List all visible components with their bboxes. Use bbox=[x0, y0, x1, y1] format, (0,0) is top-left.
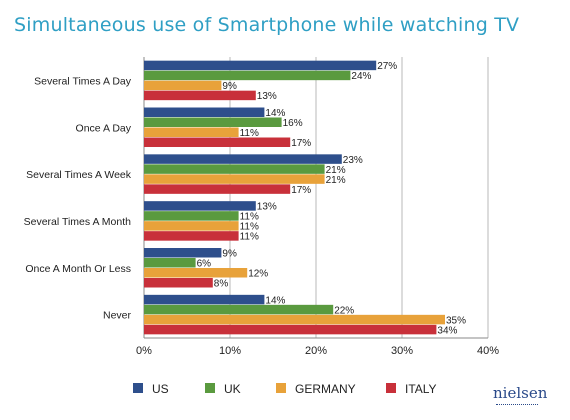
legend-label: GERMANY bbox=[295, 382, 356, 396]
legend-label: ITALY bbox=[405, 382, 437, 396]
category-label: Several Times A Month bbox=[24, 216, 132, 228]
legend-label: US bbox=[152, 382, 169, 396]
bar-germany bbox=[144, 80, 222, 91]
bar-uk bbox=[144, 164, 325, 174]
x-tick-label: 40% bbox=[477, 345, 499, 357]
bar-us bbox=[144, 154, 342, 164]
bar-us bbox=[144, 60, 377, 71]
value-label: 11% bbox=[240, 128, 259, 139]
bar-uk bbox=[144, 258, 196, 268]
bar-italy bbox=[144, 231, 239, 241]
category-label: Once A Month Or Less bbox=[25, 263, 131, 275]
value-label: 21% bbox=[326, 165, 346, 176]
x-tick-label: 0% bbox=[136, 345, 152, 357]
bar-uk bbox=[144, 304, 334, 315]
bar-italy bbox=[144, 278, 213, 288]
value-label: 13% bbox=[257, 91, 277, 102]
bar-us bbox=[144, 248, 222, 258]
value-label: 17% bbox=[291, 185, 311, 196]
bar-us bbox=[144, 201, 256, 211]
category-label: Several Times A Day bbox=[34, 75, 132, 87]
grid-lines bbox=[143, 57, 489, 339]
value-label: 21% bbox=[326, 175, 346, 186]
category-labels: Several Times A Day Once A Day Several Tim… bbox=[24, 75, 132, 321]
value-labels: 27%24%9%13%14%16%11%17%23%21%21%17%13%11… bbox=[197, 61, 467, 336]
bar-germany bbox=[144, 268, 248, 278]
value-label: 9% bbox=[222, 249, 237, 260]
value-label: 14% bbox=[265, 295, 285, 306]
value-label: 17% bbox=[291, 138, 311, 149]
x-tick-label: 20% bbox=[305, 345, 327, 357]
value-label: 22% bbox=[334, 305, 354, 316]
value-label: 14% bbox=[265, 108, 285, 119]
value-label: 8% bbox=[214, 279, 229, 290]
bar-us bbox=[144, 107, 265, 117]
category-label: Never bbox=[103, 310, 132, 322]
value-label: 11% bbox=[240, 212, 259, 223]
value-label: 9% bbox=[222, 81, 237, 92]
legend-swatch-germany bbox=[276, 383, 286, 393]
value-label: 23% bbox=[343, 155, 363, 166]
bar-us bbox=[144, 294, 265, 305]
bar-italy bbox=[144, 324, 437, 335]
chart-title: Simultaneous use of Smartphone while wat… bbox=[14, 14, 520, 36]
x-tick-label: 10% bbox=[219, 345, 241, 357]
bar-germany bbox=[144, 221, 239, 231]
value-label: 6% bbox=[197, 259, 212, 270]
value-label: 24% bbox=[351, 71, 371, 82]
x-tick-label: 30% bbox=[391, 345, 413, 357]
legend-swatch-us bbox=[133, 383, 143, 393]
value-label: 11% bbox=[240, 222, 259, 233]
nielsen-logo: nielsen bbox=[493, 384, 548, 402]
value-label: 27% bbox=[377, 61, 397, 72]
value-label: 34% bbox=[437, 325, 457, 336]
bars bbox=[144, 60, 445, 335]
legend: US UK GERMANY ITALY bbox=[133, 382, 437, 396]
legend-swatch-italy bbox=[386, 383, 396, 393]
bar-italy bbox=[144, 137, 291, 147]
bar-italy bbox=[144, 184, 291, 194]
x-tick-labels: 0% 10% 20% 30% 40% bbox=[136, 345, 499, 357]
bar-uk bbox=[144, 70, 351, 81]
bar-germany bbox=[144, 314, 445, 325]
logo-underline bbox=[496, 404, 538, 407]
value-label: 13% bbox=[257, 202, 277, 213]
bar-germany bbox=[144, 127, 239, 137]
value-label: 35% bbox=[446, 315, 466, 326]
legend-swatch-uk bbox=[205, 383, 215, 393]
bar-germany bbox=[144, 174, 325, 184]
value-label: 16% bbox=[283, 118, 303, 129]
category-label: Several Times A Week bbox=[26, 169, 132, 181]
legend-label: UK bbox=[224, 382, 241, 396]
category-label: Once A Day bbox=[76, 122, 132, 134]
value-label: 11% bbox=[240, 232, 259, 243]
bar-italy bbox=[144, 90, 256, 101]
bar-uk bbox=[144, 117, 282, 127]
value-label: 12% bbox=[248, 269, 268, 280]
bar-uk bbox=[144, 211, 239, 221]
